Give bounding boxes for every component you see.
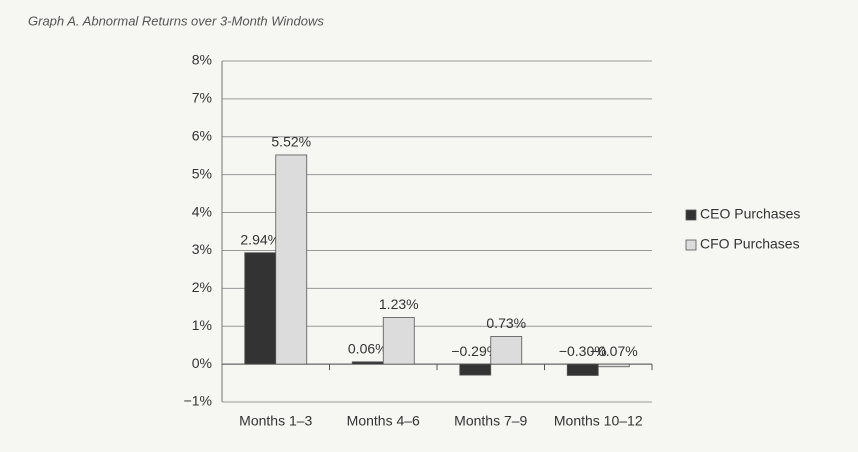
y-tick-label: 2% xyxy=(192,279,212,295)
x-tick-label: Months 7–9 xyxy=(454,413,527,429)
y-tick-label: 6% xyxy=(192,127,212,143)
y-tick-label: 1% xyxy=(192,317,212,333)
bar xyxy=(597,363,630,368)
value-label: 0.06% xyxy=(348,341,388,357)
value-label: −0.07% xyxy=(590,343,638,359)
x-tick-label: Months 1–3 xyxy=(239,413,312,429)
value-label: −0.29% xyxy=(451,343,499,359)
y-tick-label: 0% xyxy=(192,355,212,371)
y-tick-label: 8% xyxy=(192,52,212,68)
y-tick-label: 3% xyxy=(192,241,212,257)
bar xyxy=(382,317,415,365)
bar xyxy=(459,363,492,376)
x-tick-label: Months 4–6 xyxy=(347,413,420,429)
y-tick-label: 4% xyxy=(192,203,212,219)
value-label: 5.52% xyxy=(271,134,311,150)
bar xyxy=(244,252,277,365)
bar xyxy=(566,363,599,376)
y-tick-label: 5% xyxy=(192,165,212,181)
legend-swatch xyxy=(685,239,697,251)
bar xyxy=(275,154,308,365)
value-label: −0.30% xyxy=(559,343,607,359)
chart-title: Graph A. Abnormal Returns over 3-Month W… xyxy=(28,13,324,28)
y-tick-label: 7% xyxy=(192,90,212,106)
bar xyxy=(490,336,523,365)
value-label: 2.94% xyxy=(240,231,280,247)
value-label: 1.23% xyxy=(379,296,419,312)
bar xyxy=(351,361,384,365)
legend-label: CEO Purchases xyxy=(700,206,800,222)
legend-swatch xyxy=(685,209,697,221)
y-tick-label: −1% xyxy=(184,393,212,409)
value-label: 0.73% xyxy=(486,315,526,331)
x-tick-label: Months 10–12 xyxy=(554,413,643,429)
legend-label: CFO Purchases xyxy=(700,236,800,252)
